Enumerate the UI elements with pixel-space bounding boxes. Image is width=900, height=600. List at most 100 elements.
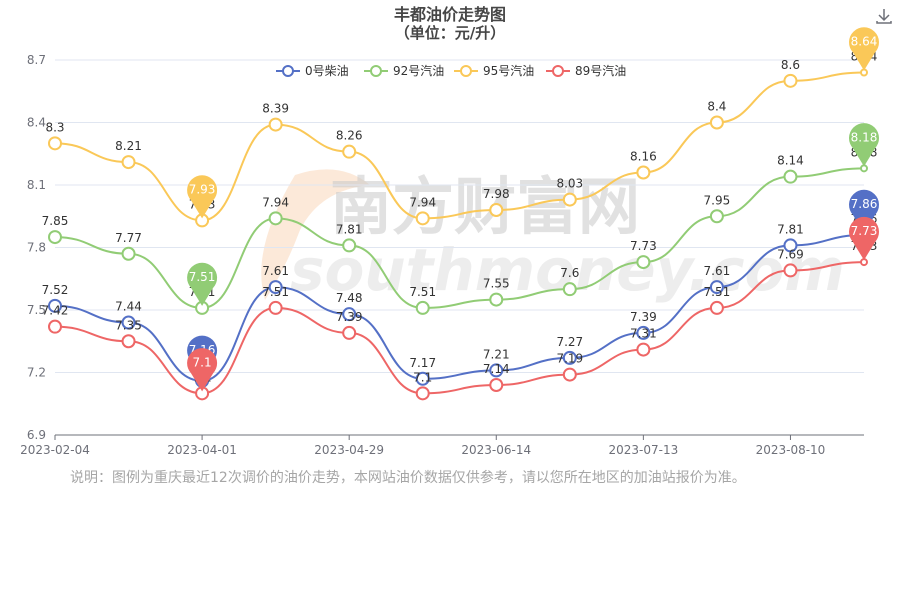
data-label: 7.61 [704, 264, 731, 278]
pin-marker [187, 348, 218, 392]
data-label: 7.48 [336, 291, 363, 305]
legend-swatch-marker [552, 65, 564, 77]
data-label: 7.95 [704, 193, 731, 207]
data-label: 7.94 [409, 195, 436, 209]
data-point [709, 209, 724, 224]
data-point [342, 307, 357, 322]
data-point [636, 325, 651, 340]
data-label: 7.27 [556, 335, 583, 349]
legend-swatch-marker [460, 65, 472, 77]
data-point [268, 280, 283, 295]
chart-title: 丰都油价走势图 [394, 5, 506, 24]
pin-label: 8.18 [851, 130, 878, 144]
data-label: 7.77 [115, 231, 142, 245]
data-point [709, 300, 724, 315]
data-point [415, 300, 430, 315]
download-icon[interactable] [874, 6, 894, 26]
x-tick-label: 2023-07-13 [608, 443, 678, 457]
data-label: 8.16 [630, 150, 657, 164]
data-label: 8.6 [781, 58, 800, 72]
pin-label: 8.64 [851, 35, 878, 49]
pin-label: 7.86 [851, 197, 878, 211]
data-label: 7.19 [556, 352, 583, 366]
data-point [783, 263, 798, 278]
data-point [562, 192, 577, 207]
chart-note: 说明：图例为重庆最近12次调价的油价走势，本网站油价数据仅供参考，请以您所在地区… [70, 470, 746, 486]
legend-label: 89号汽油 [575, 63, 626, 78]
data-point [121, 334, 136, 349]
legend-label: 92号汽油 [393, 63, 444, 78]
extreme-markers: 7.867.168.187.518.647.937.737.1 [187, 27, 880, 392]
extreme-pin: 7.93 [187, 175, 218, 219]
pin-marker [849, 189, 880, 233]
data-point [121, 315, 136, 330]
data-label: 8.03 [556, 177, 583, 191]
data-label: 7.39 [336, 310, 363, 324]
data-point [48, 319, 62, 334]
data-point [489, 203, 504, 217]
watermark: 南方财富网 southmoney.com [261, 169, 845, 304]
data-point [636, 165, 651, 180]
data-point [342, 325, 357, 340]
data-label: 7.73 [630, 239, 657, 253]
data-point [121, 155, 136, 170]
data-point [783, 73, 798, 88]
x-tick-label: 2023-04-29 [314, 443, 384, 457]
data-label: 7.39 [630, 310, 657, 324]
legend-label: 95号汽油 [483, 63, 534, 78]
data-label: 7.85 [42, 214, 69, 228]
data-label: 7.51 [262, 285, 289, 299]
x-tick-label: 2023-04-01 [167, 443, 237, 457]
y-tick-label: 6.9 [27, 428, 46, 442]
pin-marker [849, 216, 880, 261]
data-label: 7.52 [42, 283, 69, 297]
extreme-pin: 7.73 [849, 216, 880, 261]
x-tick-label: 2023-06-14 [461, 443, 531, 457]
data-point [268, 117, 283, 132]
data-label: 7.14 [483, 362, 510, 376]
data-label: 8.14 [777, 154, 804, 168]
legend-label: 0号柴油 [305, 64, 349, 78]
data-point [562, 350, 577, 365]
data-point [709, 280, 724, 295]
legend-swatch-marker [370, 65, 382, 77]
x-tick-label: 2023-08-10 [756, 443, 826, 457]
data-point [709, 115, 724, 130]
data-label: 7.42 [42, 304, 69, 318]
y-tick-label: 7.2 [27, 366, 46, 380]
data-point [48, 298, 62, 313]
extreme-pin: 8.64 [849, 27, 879, 71]
data-point [783, 169, 798, 184]
data-label: 8.21 [115, 139, 142, 153]
data-point [268, 211, 283, 226]
data-label: 7.51 [409, 285, 436, 299]
data-point [268, 300, 283, 315]
data-label: 7.81 [336, 222, 363, 236]
legend-swatch-marker [282, 65, 294, 77]
watermark-logo-icon [261, 169, 370, 300]
data-point [342, 144, 357, 159]
pin-label: 7.1 [193, 355, 212, 369]
extreme-pin: 8.18 [849, 123, 880, 167]
data-label: 7.55 [483, 277, 510, 291]
data-point [783, 238, 798, 253]
data-point [562, 367, 577, 382]
y-tick-label: 8.1 [27, 178, 46, 192]
data-label: 7.1 [413, 370, 432, 384]
data-label: 7.6 [560, 266, 579, 280]
data-point [489, 292, 504, 307]
pin-marker [187, 262, 218, 306]
data-point [415, 386, 430, 401]
y-tick-label: 7.5 [27, 303, 46, 317]
y-tick-label: 8.4 [27, 116, 46, 130]
pin-marker [849, 27, 879, 71]
data-point [562, 282, 577, 297]
axes: 6.9 7.2 7.5 7.8 8.1 8.4 8.7 2023-02-04 2023-04-0… [20, 53, 864, 457]
data-label: 7.21 [483, 347, 510, 361]
data-label: 7.94 [262, 195, 289, 209]
watermark-brand: 南方财富网 [330, 170, 640, 243]
pin-label: 7.93 [189, 182, 216, 196]
data-point [636, 255, 651, 270]
data-label: 8.3 [45, 120, 64, 134]
